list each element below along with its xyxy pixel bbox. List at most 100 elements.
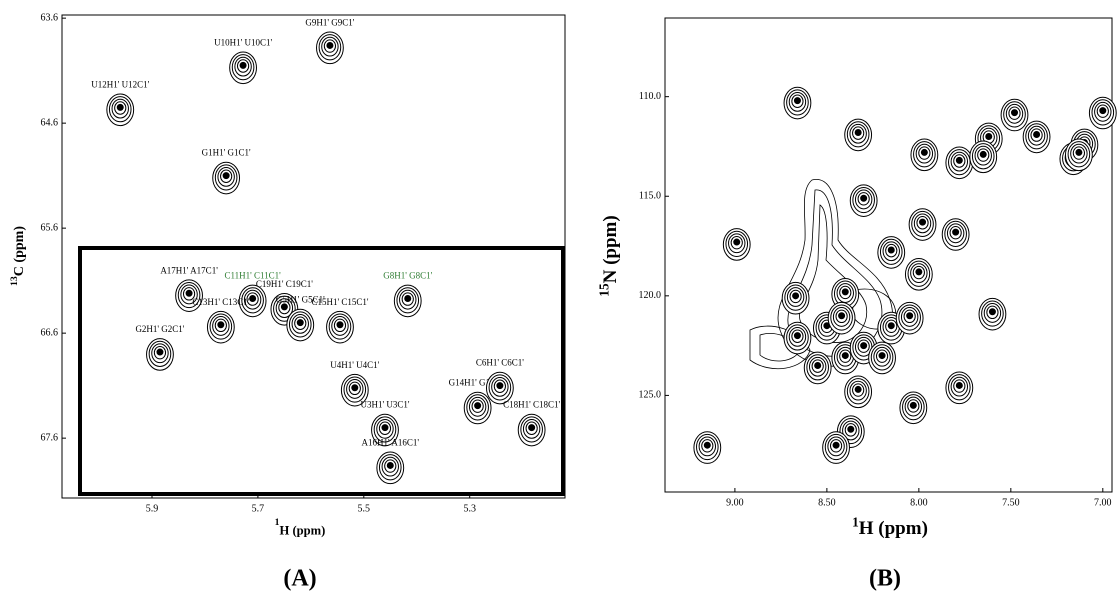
y-tick-label: 115.0 bbox=[639, 191, 661, 202]
peak bbox=[206, 310, 235, 344]
peak-contour bbox=[854, 385, 862, 393]
peak-label: G8H1' G8C1' bbox=[383, 271, 432, 281]
peak bbox=[945, 146, 974, 180]
peak-contour bbox=[1099, 107, 1107, 115]
peak bbox=[393, 284, 422, 318]
peak bbox=[941, 218, 970, 251]
peak bbox=[781, 281, 810, 315]
y-axis-label-sup: 15 bbox=[596, 283, 611, 297]
peak bbox=[849, 331, 878, 365]
peak bbox=[693, 431, 722, 464]
peak bbox=[371, 413, 399, 447]
peak-contour bbox=[381, 424, 389, 432]
peak-contour bbox=[979, 150, 987, 158]
peak bbox=[908, 208, 937, 241]
peak-contour bbox=[326, 41, 334, 49]
peak bbox=[822, 431, 850, 464]
plot-frame bbox=[664, 17, 1113, 493]
y-tick-label: 120.0 bbox=[639, 290, 662, 301]
y-axis-label: 13C (ppm) bbox=[9, 226, 27, 286]
peak bbox=[340, 373, 369, 407]
y-axis-label-text: C (ppm) bbox=[12, 226, 27, 277]
peak-contour bbox=[1033, 131, 1041, 139]
peak-contour bbox=[887, 246, 895, 254]
peak-contour bbox=[919, 218, 927, 226]
highlight-box bbox=[78, 246, 565, 496]
y-tick-label: 110.0 bbox=[639, 91, 661, 102]
plot-frame bbox=[61, 14, 566, 499]
y-tick-label: 125.0 bbox=[639, 390, 662, 401]
peak-contour bbox=[496, 382, 504, 390]
peak-label: A16H1' A16C1' bbox=[362, 438, 420, 448]
peak bbox=[978, 297, 1007, 331]
peak bbox=[844, 375, 873, 409]
y-axis-label: 15N (ppm) bbox=[596, 215, 621, 296]
peak-contour bbox=[955, 156, 963, 164]
peak bbox=[722, 228, 751, 261]
peak-label: U10H1' U10C1' bbox=[214, 37, 272, 47]
x-tick-label: 7.00 bbox=[1094, 497, 1112, 508]
peak-label: G9H1' G9C1' bbox=[305, 18, 354, 28]
peak-contour bbox=[1075, 148, 1083, 156]
peak-contour bbox=[703, 441, 711, 449]
peak-contour bbox=[280, 303, 288, 311]
y-tick-label: 63.6 bbox=[41, 12, 59, 23]
y-tick-label: 66.6 bbox=[41, 327, 59, 338]
x-axis-label: 1H (ppm) bbox=[275, 517, 326, 537]
peak-label: G5H1' G5C1' bbox=[276, 295, 325, 305]
peak bbox=[910, 138, 939, 172]
panel-label: (A) bbox=[283, 566, 316, 592]
peak-contour bbox=[838, 312, 846, 320]
peak bbox=[286, 308, 315, 342]
x-axis-label-sup: 1 bbox=[852, 514, 859, 529]
peak-label: C11H1' C11C1' bbox=[224, 271, 281, 281]
peak bbox=[783, 86, 812, 120]
peak bbox=[238, 284, 267, 318]
peak-contour bbox=[351, 384, 359, 392]
peak-contour bbox=[185, 289, 193, 297]
y-tick-label: 64.6 bbox=[41, 117, 59, 128]
peak-contour bbox=[217, 321, 225, 329]
peak-contour bbox=[793, 97, 801, 105]
peak-contour bbox=[528, 424, 536, 432]
peak bbox=[376, 451, 405, 485]
peak-contour bbox=[909, 401, 917, 409]
x-tick-label: 8.00 bbox=[910, 497, 928, 508]
x-axis-label: 1H (ppm) bbox=[852, 514, 928, 539]
peak-contour bbox=[336, 321, 344, 329]
peak bbox=[229, 51, 257, 85]
peak-contour bbox=[249, 295, 257, 302]
peak-label: C6H1' C6C1' bbox=[476, 358, 524, 368]
x-tick-label: 7.50 bbox=[1002, 497, 1020, 508]
peak bbox=[803, 351, 832, 385]
x-axis-label-text: H (ppm) bbox=[280, 523, 326, 537]
x-tick-label: 8.50 bbox=[818, 497, 836, 508]
peak-contour bbox=[814, 362, 822, 370]
peak bbox=[844, 118, 873, 152]
peak bbox=[316, 31, 344, 65]
peak-contour bbox=[860, 342, 868, 350]
x-tick-label: 5.3 bbox=[463, 503, 476, 514]
peak-label: A17H1' A17C1' bbox=[160, 265, 218, 275]
peak-contour bbox=[988, 308, 996, 316]
peak bbox=[974, 122, 1003, 156]
peak bbox=[895, 301, 924, 335]
peak bbox=[945, 371, 974, 405]
peak-contour bbox=[887, 322, 895, 330]
peak bbox=[1000, 98, 1029, 132]
peak-label: C19H1' C19C1' bbox=[256, 279, 313, 289]
peak bbox=[899, 391, 928, 425]
peak-contour bbox=[920, 148, 928, 156]
peak bbox=[485, 371, 514, 405]
peak-contour bbox=[793, 332, 801, 340]
peak bbox=[827, 301, 856, 335]
peak-label: G14H1' G14C1' bbox=[449, 378, 507, 388]
peak bbox=[849, 184, 878, 217]
y-axis-label-text: N (ppm) bbox=[600, 215, 621, 283]
peak-contour bbox=[915, 268, 923, 276]
peak-contour bbox=[854, 129, 862, 137]
peak bbox=[1064, 138, 1093, 172]
peak-label: G1H1' G1C1' bbox=[202, 148, 251, 158]
peak bbox=[1022, 120, 1051, 154]
